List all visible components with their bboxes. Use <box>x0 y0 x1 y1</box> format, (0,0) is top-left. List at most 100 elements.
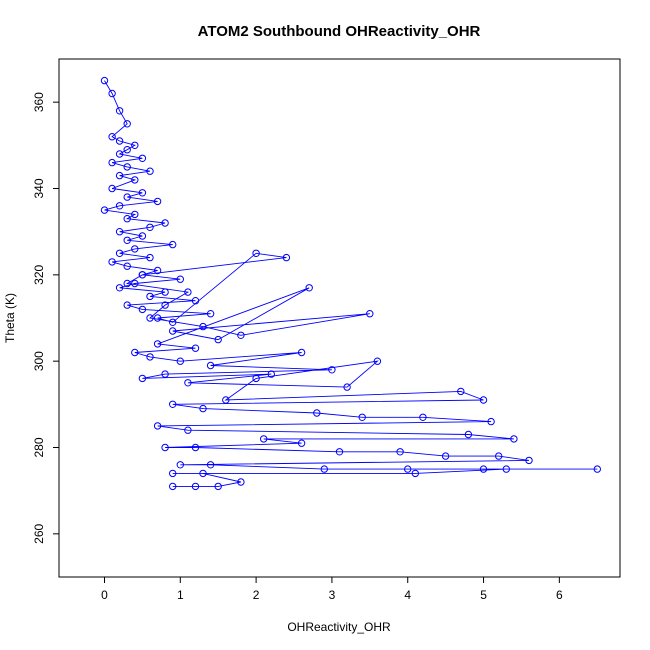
data-point <box>479 396 488 404</box>
data-point <box>441 452 450 460</box>
data-point <box>115 150 124 158</box>
data-point <box>237 331 245 339</box>
data-point <box>252 249 260 258</box>
data-point <box>138 154 147 163</box>
data-point <box>123 146 131 154</box>
data-point <box>464 430 473 439</box>
data-point <box>169 469 177 478</box>
data-point <box>138 305 147 314</box>
y-tick-label: 320 <box>32 265 46 285</box>
data-point <box>123 193 131 201</box>
x-axis: 0 1 2 3 4 5 6 <box>101 576 563 602</box>
y-tick-label: 360 <box>32 92 46 112</box>
plot-area-frame <box>58 58 621 578</box>
data-point <box>100 206 109 214</box>
data-point <box>487 417 495 426</box>
data-point <box>161 301 169 309</box>
x-tick-label: 6 <box>556 588 563 602</box>
data-point <box>146 292 154 301</box>
data-point <box>161 370 169 378</box>
data-point <box>199 322 207 331</box>
data-point <box>525 456 533 465</box>
x-tick-label: 0 <box>101 588 108 602</box>
data-point <box>214 482 222 491</box>
data-point <box>419 413 427 421</box>
data-point <box>169 482 177 491</box>
data-point <box>305 284 313 292</box>
data-point <box>138 189 147 197</box>
x-tick-label: 5 <box>480 588 487 602</box>
data-point <box>373 357 382 365</box>
x-tick-label: 3 <box>329 588 336 602</box>
data-point <box>184 288 192 296</box>
data-point <box>199 469 207 478</box>
x-tick-label: 1 <box>177 588 184 602</box>
data-point <box>169 327 177 335</box>
x-axis-label: OHReactivity_OHR <box>287 620 391 634</box>
data-point <box>115 171 124 180</box>
data-point <box>479 465 488 473</box>
data-point <box>131 348 139 357</box>
data-point <box>123 279 131 288</box>
data-point <box>206 361 215 370</box>
data-point <box>123 163 131 171</box>
data-point <box>169 240 177 249</box>
x-tick-label: 4 <box>404 588 411 602</box>
data-point <box>115 137 124 145</box>
data-point <box>108 89 116 98</box>
data-point <box>358 413 366 421</box>
data-point <box>191 482 200 491</box>
data-point <box>206 461 215 469</box>
data-point <box>153 422 162 430</box>
data-point <box>237 478 245 486</box>
y-tick-label: 260 <box>32 524 46 544</box>
data-point <box>252 374 260 383</box>
data-point <box>123 301 131 309</box>
data-point <box>328 366 336 374</box>
data-point <box>131 141 139 150</box>
data-point <box>123 120 131 128</box>
data-point <box>146 223 154 232</box>
data-point <box>153 340 162 348</box>
data-point <box>100 76 109 85</box>
data-point <box>184 426 192 434</box>
data-point <box>131 245 139 253</box>
data-point <box>282 253 291 262</box>
data-point <box>199 404 207 413</box>
data-point <box>510 435 518 443</box>
data-point <box>153 314 162 322</box>
data-point <box>184 379 192 387</box>
data-point <box>153 266 162 275</box>
data-point <box>495 452 503 460</box>
data-point <box>169 318 177 326</box>
y-axis: 260 280 300 320 340 360 <box>32 92 60 544</box>
y-axis-label: Theta (K) <box>3 293 17 343</box>
data-point <box>222 396 230 404</box>
data-point <box>260 435 268 443</box>
data-point <box>108 258 116 266</box>
y-tick-label: 280 <box>32 437 46 457</box>
data-point <box>153 197 162 206</box>
data-point <box>146 167 154 175</box>
data-point <box>146 253 154 262</box>
data-point <box>138 374 147 383</box>
data-point <box>123 262 131 270</box>
data-point <box>335 448 344 456</box>
data-point <box>313 409 321 417</box>
data-point <box>176 357 185 365</box>
data-point <box>411 469 419 478</box>
data-point <box>366 310 374 318</box>
series-line <box>104 80 598 487</box>
data-point <box>176 275 185 283</box>
data-point <box>146 353 154 361</box>
data-point <box>131 279 139 288</box>
data-point <box>502 465 510 473</box>
data-point <box>161 219 169 227</box>
y-tick-label: 340 <box>32 178 46 198</box>
y-tick-label: 300 <box>32 351 46 371</box>
data-point <box>108 133 116 141</box>
data-point <box>593 465 601 473</box>
data-point <box>297 348 306 357</box>
data-point <box>214 335 222 344</box>
